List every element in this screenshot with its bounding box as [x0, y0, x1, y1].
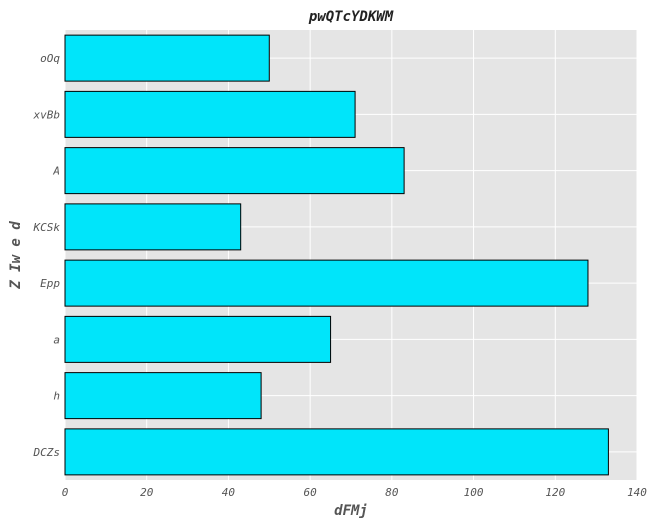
bar-DCZs	[64, 428, 609, 476]
bar-h	[64, 372, 262, 420]
bar-KCSk	[64, 203, 242, 251]
bar-Epp	[64, 259, 589, 307]
bar-A	[64, 147, 405, 195]
bar-xvBb	[64, 90, 356, 138]
x-tick-label: 0	[62, 486, 69, 499]
y-tick-label: oOq	[40, 52, 60, 65]
x-axis-ticks: 0 20 40 60 80 100 120 140	[62, 486, 648, 499]
y-axis-ticks: oOq xvBb A KCSk Epp a h DCZs	[33, 52, 61, 459]
bar-a	[64, 315, 332, 363]
y-tick-label: h	[53, 390, 60, 403]
x-tick-label: 80	[385, 486, 399, 499]
x-tick-label: 40	[222, 486, 236, 499]
x-tick-label: 100	[464, 486, 484, 499]
y-tick-label: Epp	[40, 277, 60, 290]
y-tick-label: DCZs	[33, 446, 61, 459]
y-tick-label: KCSk	[33, 221, 61, 234]
y-axis-title: Z Iw e d	[8, 221, 24, 290]
x-axis-title: dFMj	[334, 503, 368, 519]
x-tick-label: 60	[304, 486, 318, 499]
chart-title: pwQTcYDKWM	[308, 9, 394, 25]
y-tick-label: A	[52, 165, 60, 178]
x-tick-label: 140	[627, 486, 647, 499]
bars	[64, 34, 609, 476]
y-tick-label: xvBb	[33, 108, 61, 121]
bar-oOq	[64, 34, 270, 82]
x-tick-label: 120	[545, 486, 565, 499]
x-tick-label: 20	[140, 486, 154, 499]
y-tick-label: a	[53, 333, 60, 346]
